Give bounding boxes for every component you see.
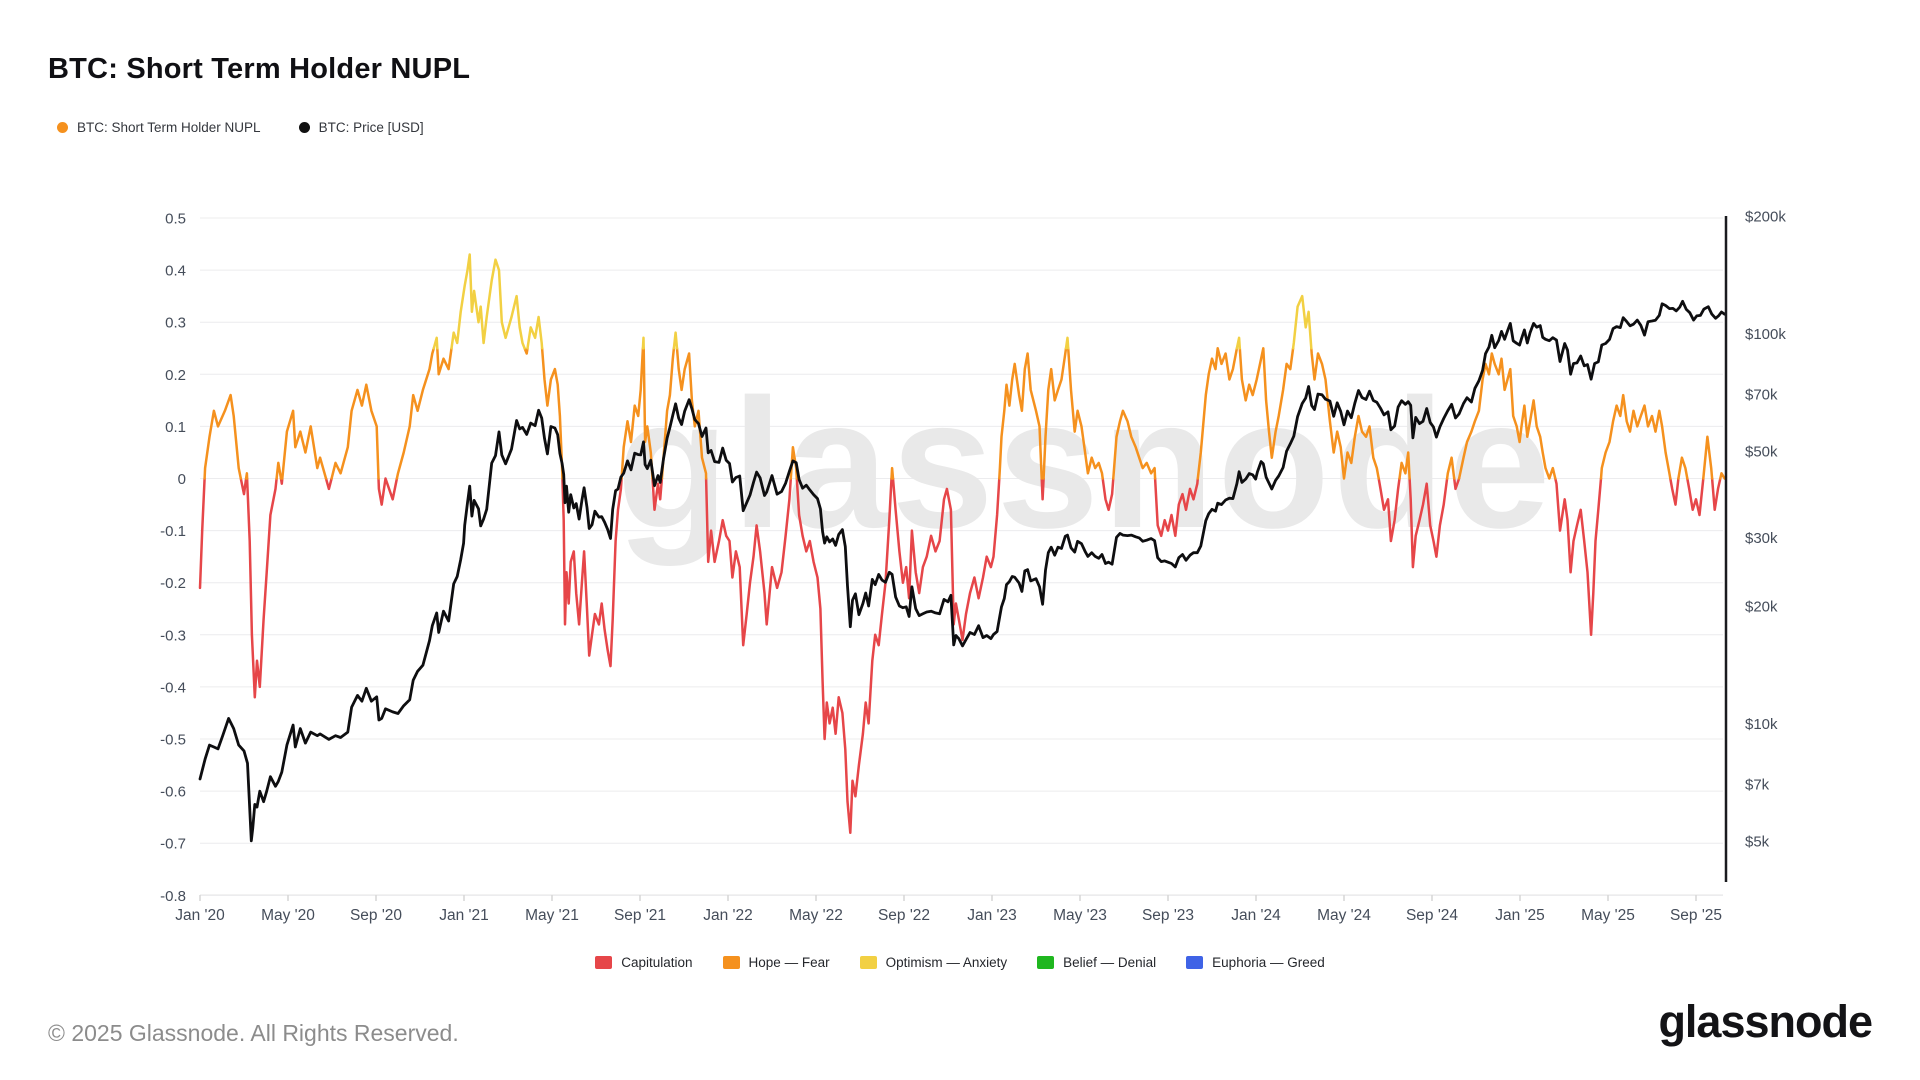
y-left-tick-label: -0.1 [160, 523, 186, 540]
y-left-tick-label: 0.2 [165, 367, 186, 384]
top-legend-label: BTC: Short Term Holder NUPL [77, 120, 261, 135]
x-axis-tick-label: Jan '25 [1495, 907, 1545, 924]
legend-swatch-icon [595, 956, 613, 969]
nupl-path-optimism-anxiety [432, 253, 1313, 350]
plot-area[interactable] [200, 216, 1723, 895]
x-axis-tick-label: Jan '22 [703, 907, 753, 924]
price-series [198, 299, 1726, 843]
bottom-legend-label: Hope — Fear [748, 955, 830, 970]
x-axis-tick-label: Jan '24 [1231, 907, 1281, 924]
price-path [198, 299, 1726, 843]
y-left-tick-label: 0.3 [165, 315, 186, 332]
y-left-tick-label: 0.5 [165, 211, 186, 228]
bottom-legend-item: Optimism — Anxiety [859, 955, 1008, 970]
y-right-tick-label: $20k [1745, 599, 1778, 616]
y-right-tick-label: $200k [1745, 209, 1786, 226]
y-left-tick-label: -0.3 [160, 627, 186, 644]
x-axis-tick-label: Sep '21 [614, 907, 666, 924]
y-left-tick-label: 0.1 [165, 419, 186, 436]
page-title: BTC: Short Term Holder NUPL [48, 53, 471, 86]
gridlines [199, 217, 1723, 901]
x-axis-tick-label: May '20 [261, 907, 315, 924]
nupl-series [198, 253, 1726, 835]
footer-copyright: © 2025 Glassnode. All Rights Reserved. [48, 1020, 459, 1046]
bottom-legend-item: Belief — Denial [1037, 955, 1156, 970]
top-legend-label: BTC: Price [USD] [318, 120, 424, 135]
y-left-tick-label: -0.8 [160, 888, 186, 905]
x-axis-tick-label: May '23 [1053, 907, 1107, 924]
x-axis-tick-label: Sep '24 [1406, 907, 1458, 924]
price-series-dot-icon [298, 122, 310, 133]
y-left-tick-label: -0.4 [160, 679, 186, 696]
x-axis-tick-label: Sep '22 [878, 907, 930, 924]
legend-swatch-icon [1186, 956, 1204, 969]
nupl-path-hope-fear [203, 347, 1726, 480]
y-left-tick-label: -0.7 [160, 836, 186, 853]
y-left-tick-label: 0 [178, 471, 186, 488]
bottom-legend-item: Hope — Fear [722, 955, 830, 970]
top-legend-item-price[interactable]: BTC: Price [USD] [298, 120, 424, 135]
top-legend-item-nupl[interactable]: BTC: Short Term Holder NUPL [57, 120, 261, 135]
y-right-tick-label: $10k [1745, 716, 1778, 733]
x-axis-tick-label: May '22 [789, 907, 843, 924]
watermark-text: glassnode [616, 360, 1553, 566]
nupl-path-capitulation [198, 477, 1722, 835]
x-axis-tick-label: Jan '20 [175, 907, 225, 924]
x-axis-tick-label: Jan '23 [967, 907, 1017, 924]
y-left-tick-label: 0.4 [165, 263, 186, 280]
x-axis-tick-label: Sep '20 [350, 907, 402, 924]
x-axis-tick-label: May '25 [1581, 907, 1635, 924]
x-axis-tick-label: May '21 [525, 907, 579, 924]
legend-swatch-icon [859, 956, 877, 969]
bottom-legend-label: Optimism — Anxiety [885, 955, 1008, 970]
bottom-legend-label: Euphoria — Greed [1212, 955, 1325, 970]
y-right-tick-label: $50k [1745, 443, 1778, 460]
x-axis-tick-label: Sep '25 [1670, 907, 1722, 924]
x-axis-tick-label: May '24 [1317, 907, 1371, 924]
y-right-tick-label: $30k [1745, 530, 1778, 547]
y-right-tick-label: $100k [1745, 326, 1786, 343]
x-axis-tick-label: Sep '23 [1142, 907, 1194, 924]
bottom-legend-label: Capitulation [621, 955, 693, 970]
glassnode-logo: glassnode [1658, 996, 1873, 1047]
y-left-tick-label: -0.2 [160, 575, 186, 592]
legend-swatch-icon [722, 956, 740, 969]
y-left-tick-label: -0.6 [160, 784, 186, 801]
nupl-series-dot-icon [57, 122, 68, 133]
top-legend: BTC: Short Term Holder NUPL BTC: Price [… [57, 120, 424, 135]
y-right-tick-label: $70k [1745, 386, 1778, 403]
legend-swatch-icon [1037, 956, 1055, 969]
axis-tick-labels: 0.5 0.4 0.3 0.2 0.1 0 -0.1 -0.2 -0.3 -0.4 -0.5 -0.6… [160, 209, 1786, 925]
x-axis-tick-label: Jan '21 [439, 907, 489, 924]
bottom-legend-item: Capitulation [595, 955, 693, 970]
y-right-tick-label: $5k [1745, 833, 1770, 850]
y-left-tick-label: -0.5 [160, 732, 186, 749]
bottom-legend-label: Belief — Denial [1063, 955, 1157, 970]
bottom-legend-item: Euphoria — Greed [1186, 955, 1325, 970]
bottom-legend: Capitulation Hope — Fear Optimism — Anxiet… [0, 955, 1920, 970]
y-right-tick-label: $7k [1745, 776, 1770, 793]
